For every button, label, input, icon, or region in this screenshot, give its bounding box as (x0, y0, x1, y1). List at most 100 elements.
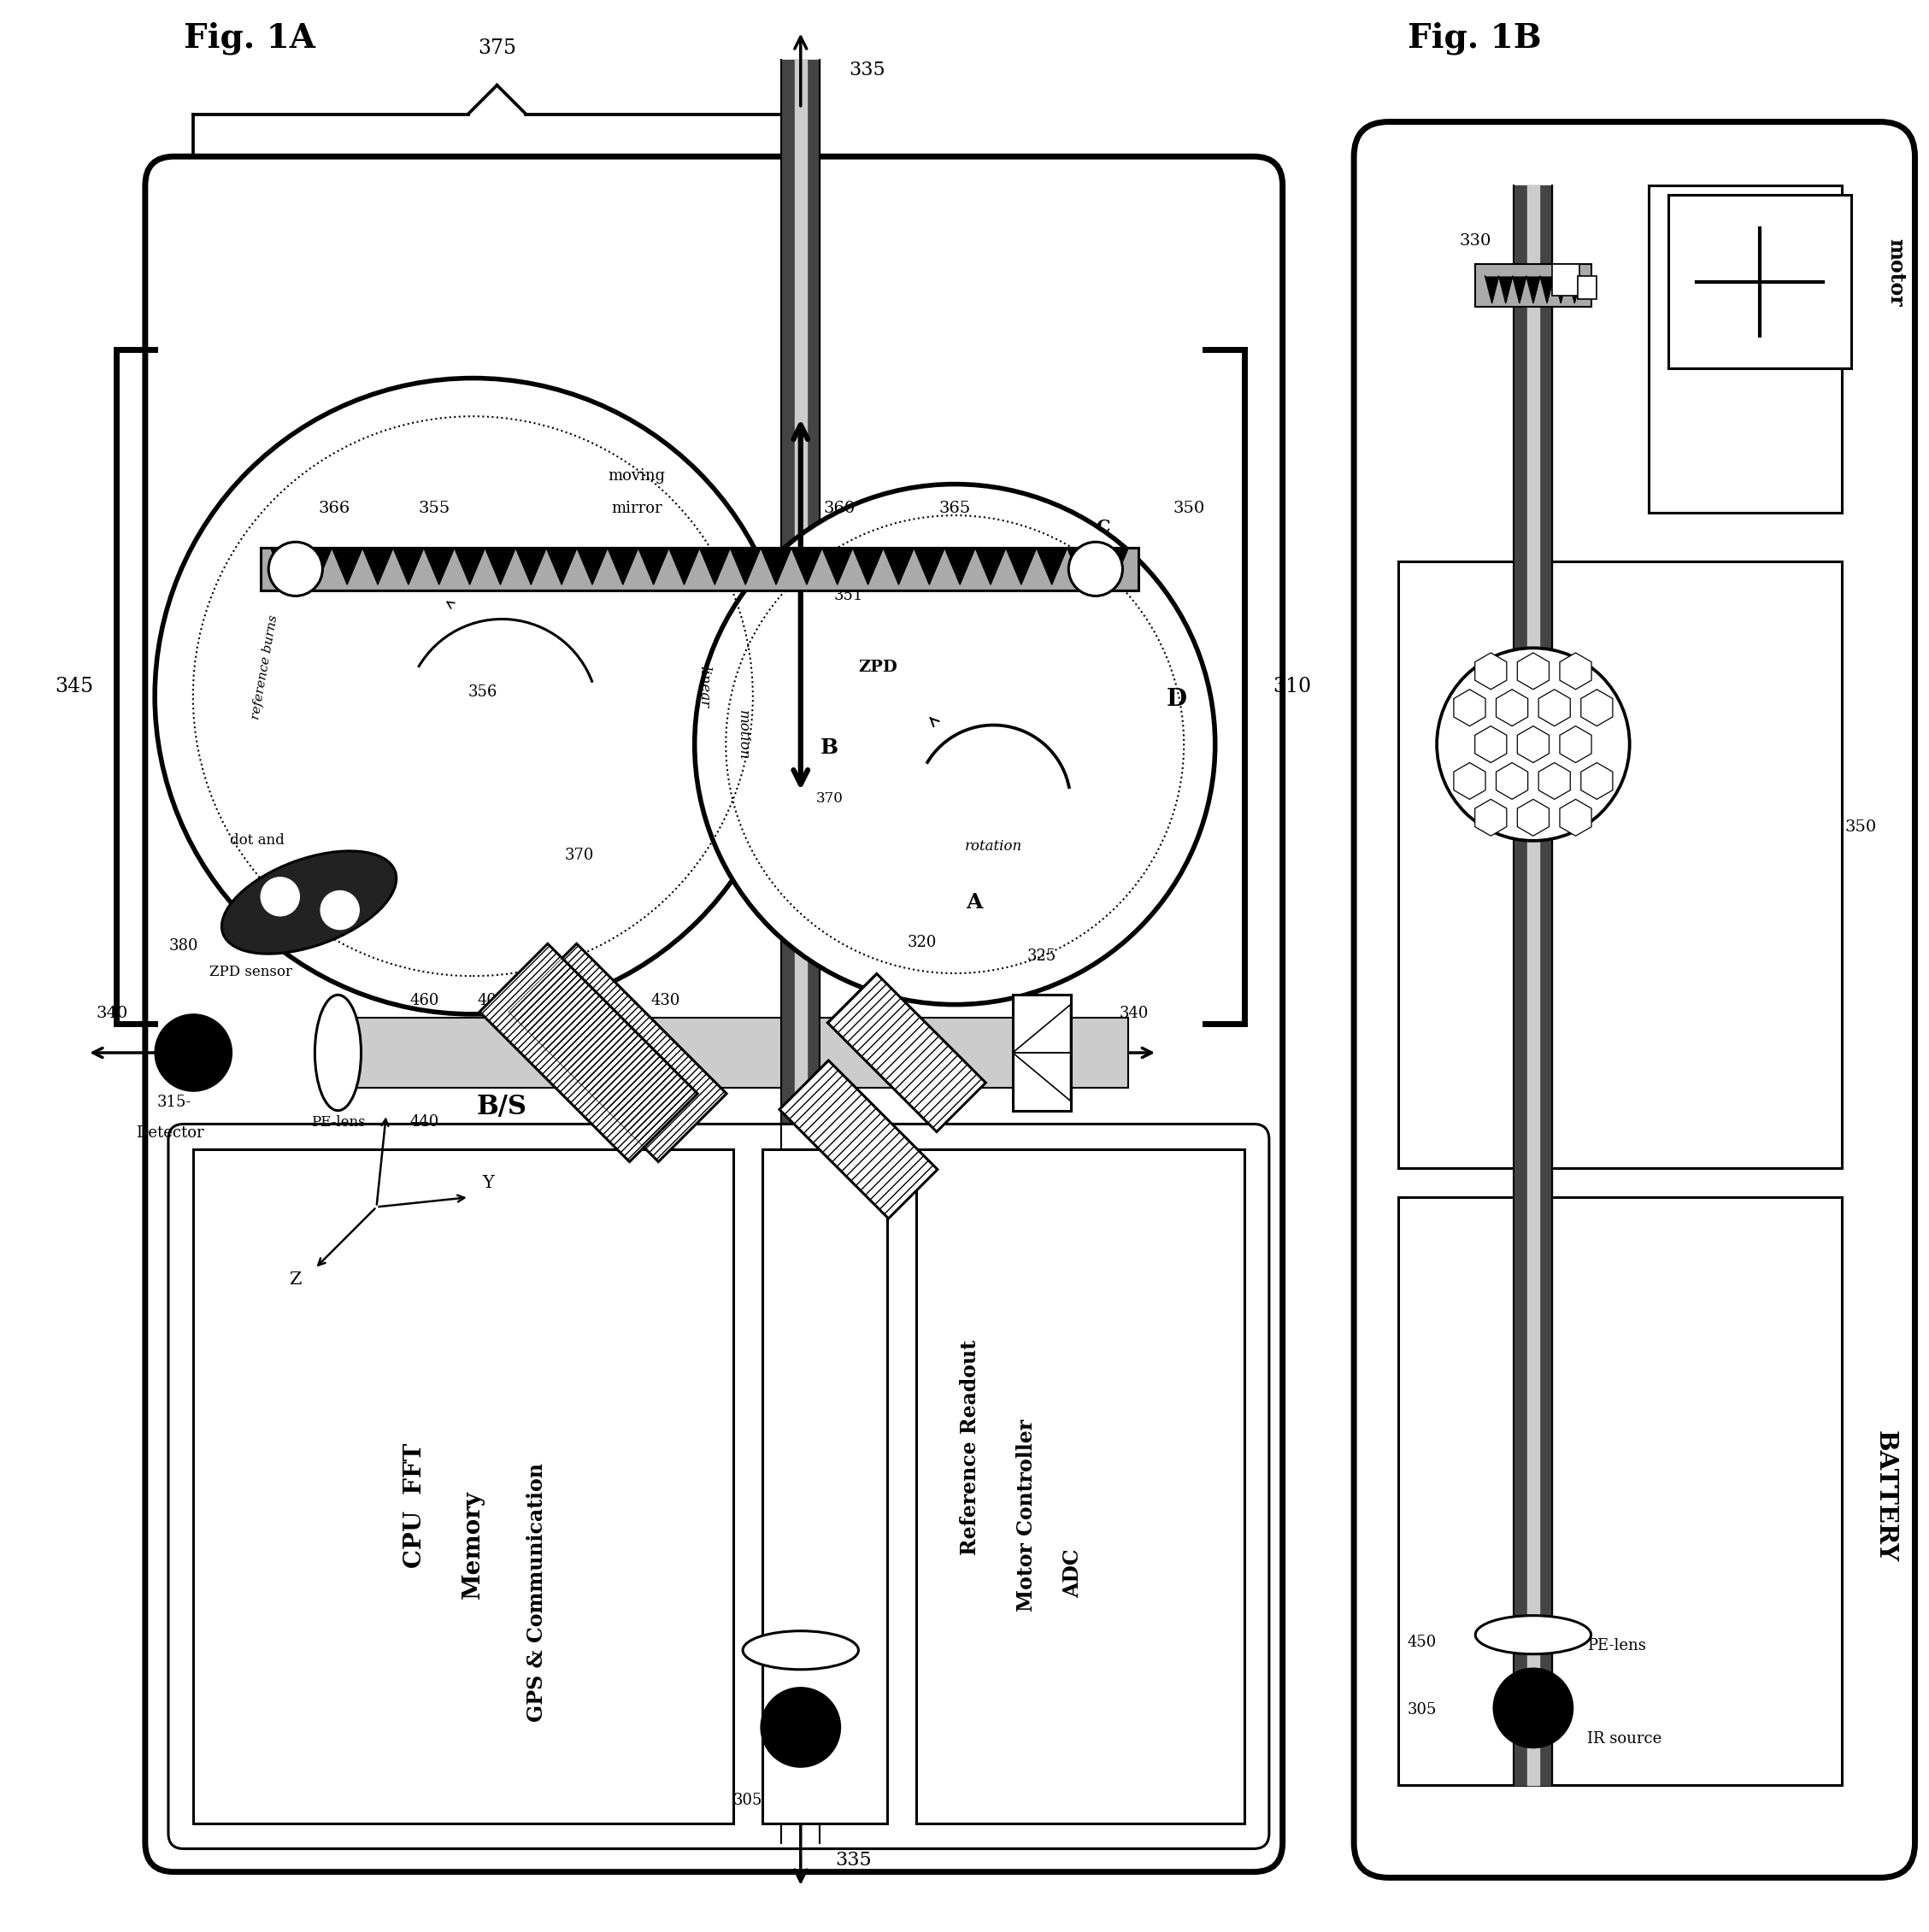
Text: 410: 410 (835, 1358, 866, 1374)
Text: Z: Z (289, 1271, 301, 1287)
Polygon shape (480, 943, 698, 1161)
Bar (820, 1018, 1128, 1088)
Text: 366: 366 (318, 500, 349, 516)
Text: 430: 430 (650, 993, 681, 1009)
Text: ZPD: ZPD (384, 572, 426, 589)
Text: IR source: IR source (1588, 1731, 1661, 1747)
Text: 350: 350 (1844, 819, 1877, 835)
Text: Memory: Memory (461, 1490, 484, 1598)
FancyBboxPatch shape (168, 1124, 1269, 1849)
Text: mirror: mirror (611, 500, 662, 516)
Text: ADC: ADC (1063, 1549, 1082, 1598)
Circle shape (1437, 647, 1630, 840)
Text: 335: 335 (849, 60, 885, 79)
Circle shape (268, 543, 322, 595)
Text: 420: 420 (862, 1204, 893, 1219)
Bar (1578, 276, 1597, 299)
Circle shape (154, 1014, 231, 1092)
Text: 340: 340 (96, 1007, 129, 1022)
Text: motor: motor (1885, 238, 1906, 305)
Text: Y: Y (482, 1175, 494, 1190)
Circle shape (320, 891, 359, 929)
Text: 460: 460 (411, 993, 440, 1009)
Text: dot and: dot and (230, 833, 284, 848)
Bar (762, 1150, 887, 1824)
Bar (1669, 195, 1852, 369)
Text: rotation: rotation (964, 838, 1022, 854)
Text: 365: 365 (939, 500, 970, 516)
FancyBboxPatch shape (145, 156, 1283, 1872)
Text: 440: 440 (411, 1115, 440, 1130)
Text: Fig. 1B: Fig. 1B (1408, 21, 1541, 54)
Text: 310: 310 (1273, 676, 1312, 696)
Text: 351: 351 (833, 587, 864, 603)
Text: 345: 345 (54, 676, 93, 696)
Text: 380: 380 (170, 939, 199, 954)
Text: 360: 360 (824, 500, 855, 516)
Text: stationary: stationary (1649, 752, 1728, 767)
Text: Detector: Detector (137, 1126, 204, 1142)
Bar (338, 1018, 781, 1088)
Text: ZPD: ZPD (858, 659, 897, 674)
Ellipse shape (1476, 1615, 1591, 1654)
Text: mirror: mirror (1649, 786, 1699, 802)
Text: 340: 340 (1119, 1007, 1150, 1022)
FancyBboxPatch shape (1354, 122, 1915, 1878)
Text: Motor Controller: Motor Controller (1017, 1420, 1036, 1611)
Text: B/S: B/S (476, 1094, 527, 1121)
Text: 355: 355 (419, 500, 449, 516)
Text: 370: 370 (816, 790, 843, 806)
Text: 370: 370 (565, 848, 594, 864)
Text: 385: 385 (565, 993, 594, 1009)
Ellipse shape (743, 1631, 858, 1669)
Text: Fig. 1A: Fig. 1A (183, 21, 314, 54)
Text: PE-lens: PE-lens (1588, 1638, 1645, 1654)
Circle shape (1069, 543, 1123, 595)
Bar (1399, 1198, 1842, 1785)
Ellipse shape (314, 995, 361, 1111)
Circle shape (1493, 1667, 1574, 1748)
Text: BATTERY: BATTERY (1873, 1430, 1898, 1561)
Text: 305: 305 (733, 1793, 762, 1808)
Text: 356: 356 (469, 684, 498, 699)
Ellipse shape (222, 850, 395, 954)
Text: motion: motion (735, 709, 750, 759)
Text: 375: 375 (478, 39, 517, 58)
Bar (1476, 265, 1591, 307)
Text: 320: 320 (907, 935, 937, 951)
Text: 335: 335 (835, 1851, 872, 1870)
Text: A: A (966, 893, 982, 912)
Text: 305: 305 (1408, 1702, 1437, 1718)
Circle shape (760, 1687, 841, 1768)
Bar (193, 1150, 733, 1824)
Circle shape (154, 379, 791, 1014)
Polygon shape (828, 974, 986, 1132)
Text: 450: 450 (810, 1762, 839, 1777)
Bar (1013, 995, 1071, 1111)
Text: PE-lens: PE-lens (311, 1115, 365, 1130)
Text: C: C (1096, 518, 1111, 535)
Text: 450: 450 (1408, 1634, 1437, 1650)
Text: 350: 350 (1173, 500, 1204, 516)
Text: 330: 330 (1460, 234, 1491, 249)
Bar (1649, 185, 1842, 514)
Text: reference burns: reference burns (249, 614, 280, 721)
Bar (260, 549, 1138, 589)
Text: Reference Readout: Reference Readout (961, 1341, 980, 1555)
Bar (1553, 265, 1580, 296)
Text: linear: linear (696, 665, 712, 707)
Text: ZPD sensor: ZPD sensor (210, 964, 293, 980)
Text: 315-: 315- (156, 1095, 191, 1111)
Text: 400: 400 (478, 993, 507, 1009)
Text: D: D (1167, 688, 1186, 711)
Text: B: B (820, 738, 839, 757)
Text: 325: 325 (1026, 949, 1057, 964)
Polygon shape (509, 943, 727, 1161)
Text: GPS & Communication: GPS & Communication (527, 1463, 546, 1721)
Circle shape (694, 485, 1215, 1005)
Text: CPU  FFT: CPU FFT (403, 1443, 426, 1569)
Polygon shape (779, 1061, 937, 1219)
Bar (916, 1150, 1244, 1824)
Text: S: S (858, 1694, 872, 1712)
Text: moving: moving (608, 468, 666, 483)
